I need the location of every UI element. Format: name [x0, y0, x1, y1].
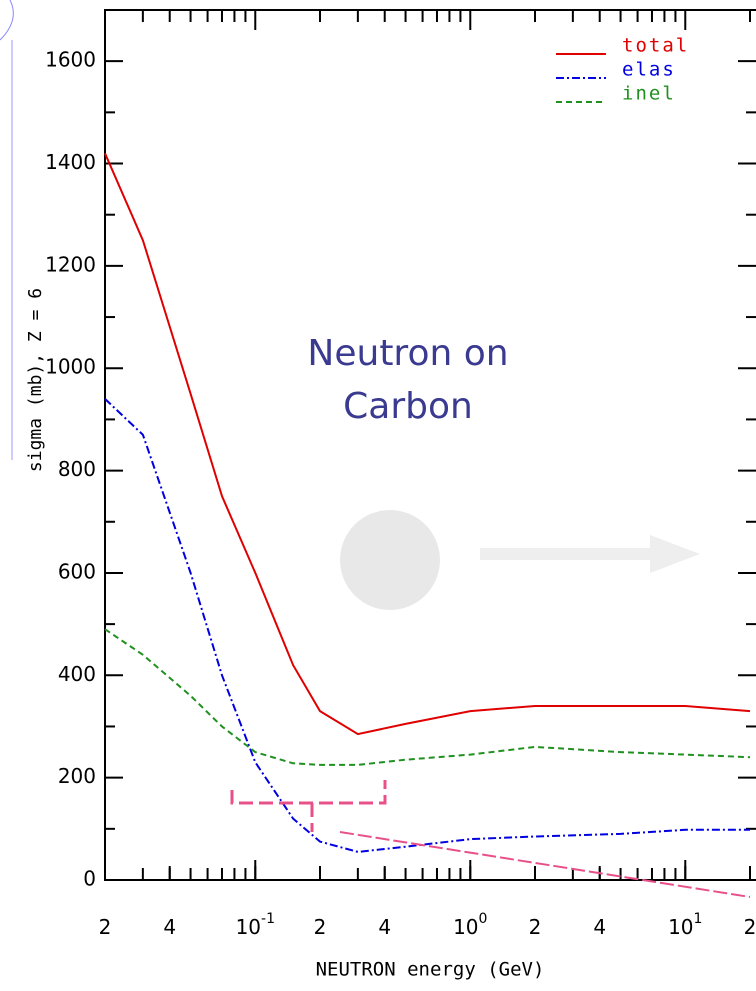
x-tick-base: 2 — [99, 915, 112, 939]
y-tick-label: 600 — [58, 559, 96, 583]
y-tick-label: 1600 — [45, 48, 96, 72]
y-tick-label: 400 — [58, 662, 96, 686]
x-tick-exponent: 0 — [479, 911, 488, 927]
x-tick-label: 100 — [453, 911, 487, 939]
legend-label: elas — [622, 59, 676, 81]
annotation: Carbon — [343, 386, 473, 427]
legend-label: total — [622, 35, 689, 57]
x-tick-base: 2 — [529, 915, 542, 939]
corner-arc — [0, 0, 14, 41]
annotation: Neutron on — [307, 333, 508, 374]
x-tick-label: 4 — [593, 915, 606, 939]
x-tick-base: 4 — [593, 915, 606, 939]
x-tick-label: 10-1 — [236, 911, 275, 939]
series-line — [104, 398, 750, 853]
series-line — [104, 152, 751, 736]
x-tick-label: 2 — [744, 915, 756, 939]
x-tick-base: 10 — [453, 915, 478, 939]
x-tick-label: 2 — [99, 915, 112, 939]
x-tick-exponent: -1 — [261, 911, 275, 927]
x-tick-label: 2 — [529, 915, 542, 939]
faded-arrowhead — [650, 535, 700, 573]
y-axis-label: sigma (mb), Z = 6 — [25, 288, 46, 472]
x-tick-label: 2 — [314, 915, 327, 939]
x-tick-label: 4 — [378, 915, 391, 939]
pink-line — [339, 831, 751, 898]
x-tick-base: 10 — [236, 915, 261, 939]
y-tick-label: 1400 — [45, 150, 96, 174]
x-tick-base: 4 — [378, 915, 391, 939]
legend-label: inel — [622, 83, 676, 105]
x-tick-base: 4 — [163, 915, 176, 939]
plot-frame — [104, 9, 756, 881]
y-tick-label: 1000 — [45, 355, 96, 379]
x-axis-label: NEUTRON energy (GeV) — [316, 959, 545, 981]
x-tick-label: 101 — [668, 911, 702, 939]
series-line — [104, 628, 751, 766]
y-tick-label: 1200 — [45, 252, 96, 276]
x-tick-base: 10 — [668, 915, 693, 939]
x-tick-base: 2 — [744, 915, 756, 939]
bracket — [230, 780, 387, 832]
x-tick-label: 4 — [163, 915, 176, 939]
y-tick-label: 0 — [83, 867, 96, 891]
y-tick-label: 800 — [58, 457, 96, 481]
y-tick-label: 200 — [58, 764, 96, 788]
x-tick-base: 2 — [314, 915, 327, 939]
faded-ball — [340, 510, 440, 610]
x-tick-exponent: 1 — [694, 911, 703, 927]
faded-arrow — [480, 548, 650, 560]
